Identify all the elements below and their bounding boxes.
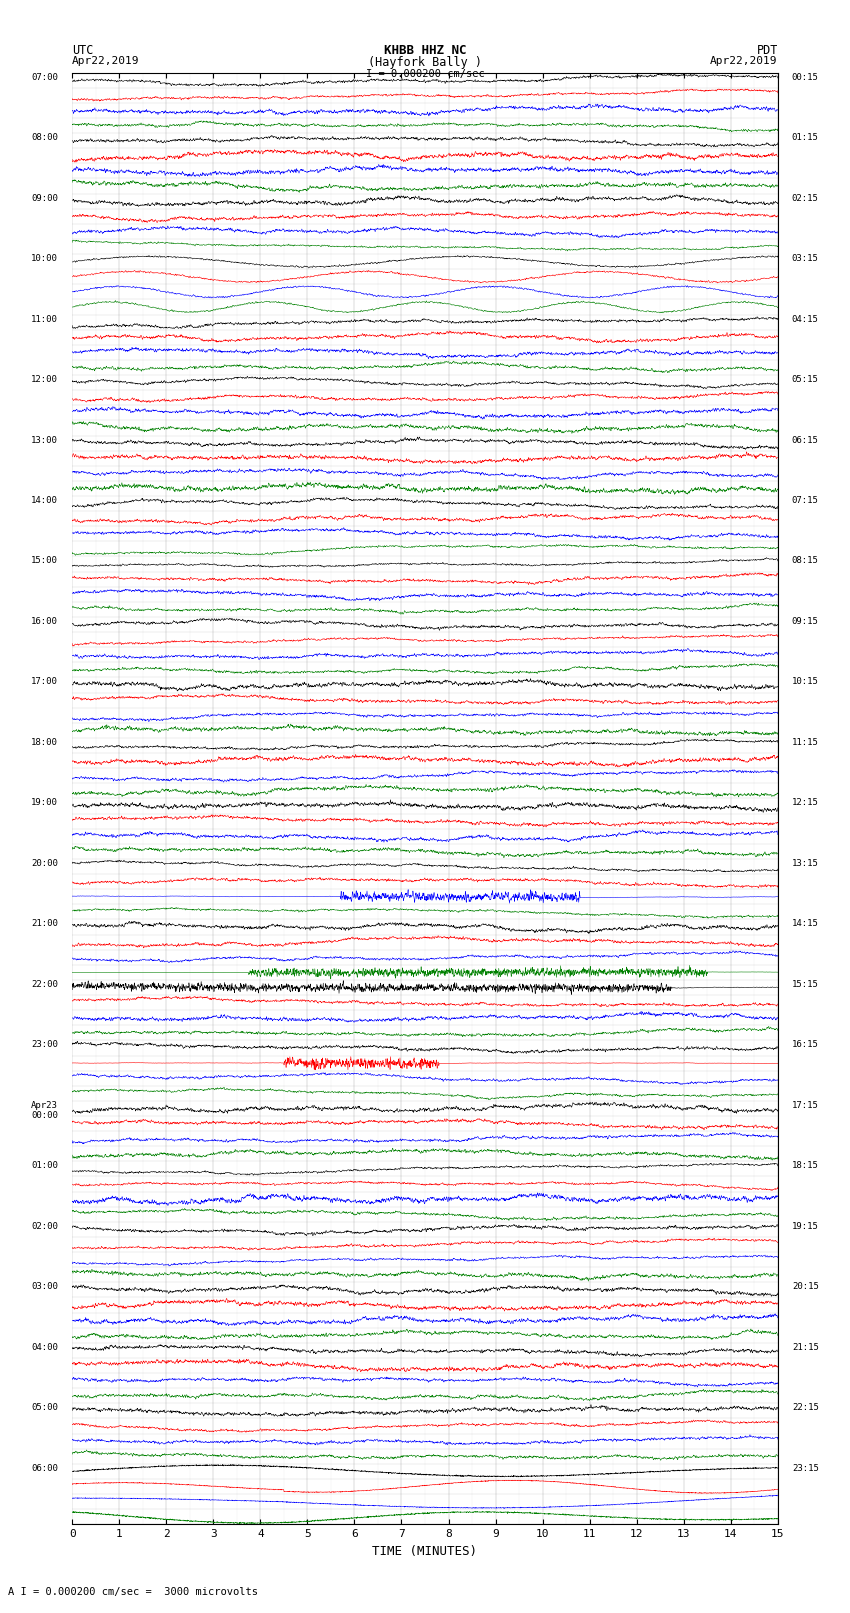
- Text: 03:15: 03:15: [792, 255, 819, 263]
- Text: 02:00: 02:00: [31, 1223, 58, 1231]
- Text: 17:15: 17:15: [792, 1102, 819, 1110]
- Text: 15:00: 15:00: [31, 556, 58, 566]
- Text: 16:15: 16:15: [792, 1040, 819, 1050]
- Text: 07:00: 07:00: [31, 73, 58, 82]
- Text: 00:15: 00:15: [792, 73, 819, 82]
- Text: 21:00: 21:00: [31, 919, 58, 929]
- Text: 23:00: 23:00: [31, 1040, 58, 1050]
- Text: 08:00: 08:00: [31, 134, 58, 142]
- Text: 06:15: 06:15: [792, 436, 819, 445]
- Text: 06:00: 06:00: [31, 1465, 58, 1473]
- Text: 01:00: 01:00: [31, 1161, 58, 1171]
- Text: 09:00: 09:00: [31, 194, 58, 203]
- Text: 10:15: 10:15: [792, 677, 819, 687]
- Text: 18:15: 18:15: [792, 1161, 819, 1171]
- Text: 20:15: 20:15: [792, 1282, 819, 1292]
- Text: 22:00: 22:00: [31, 981, 58, 989]
- Text: 10:00: 10:00: [31, 255, 58, 263]
- Text: KHBB HHZ NC: KHBB HHZ NC: [383, 44, 467, 56]
- Text: 17:00: 17:00: [31, 677, 58, 687]
- Text: 13:00: 13:00: [31, 436, 58, 445]
- Text: 12:15: 12:15: [792, 798, 819, 808]
- Text: 03:00: 03:00: [31, 1282, 58, 1292]
- Text: Apr22,2019: Apr22,2019: [711, 56, 778, 66]
- Text: 14:15: 14:15: [792, 919, 819, 929]
- Text: 18:00: 18:00: [31, 739, 58, 747]
- Text: 16:00: 16:00: [31, 618, 58, 626]
- Text: 22:15: 22:15: [792, 1403, 819, 1413]
- Text: 01:15: 01:15: [792, 134, 819, 142]
- Text: 02:15: 02:15: [792, 194, 819, 203]
- Text: 04:00: 04:00: [31, 1342, 58, 1352]
- Text: 09:15: 09:15: [792, 618, 819, 626]
- Text: 15:15: 15:15: [792, 981, 819, 989]
- Text: 19:15: 19:15: [792, 1223, 819, 1231]
- Text: I = 0.000200 cm/sec: I = 0.000200 cm/sec: [366, 69, 484, 79]
- Text: Apr23
00:00: Apr23 00:00: [31, 1102, 58, 1121]
- Text: 23:15: 23:15: [792, 1465, 819, 1473]
- Text: 08:15: 08:15: [792, 556, 819, 566]
- Text: 05:00: 05:00: [31, 1403, 58, 1413]
- Text: A I = 0.000200 cm/sec =  3000 microvolts: A I = 0.000200 cm/sec = 3000 microvolts: [8, 1587, 258, 1597]
- Text: 11:15: 11:15: [792, 739, 819, 747]
- X-axis label: TIME (MINUTES): TIME (MINUTES): [372, 1545, 478, 1558]
- Text: Apr22,2019: Apr22,2019: [72, 56, 139, 66]
- Text: 14:00: 14:00: [31, 497, 58, 505]
- Text: 20:00: 20:00: [31, 858, 58, 868]
- Text: 11:00: 11:00: [31, 315, 58, 324]
- Text: 21:15: 21:15: [792, 1342, 819, 1352]
- Text: 05:15: 05:15: [792, 376, 819, 384]
- Text: 04:15: 04:15: [792, 315, 819, 324]
- Text: (Hayfork Bally ): (Hayfork Bally ): [368, 56, 482, 69]
- Text: PDT: PDT: [756, 44, 778, 56]
- Text: 13:15: 13:15: [792, 858, 819, 868]
- Text: 19:00: 19:00: [31, 798, 58, 808]
- Text: 07:15: 07:15: [792, 497, 819, 505]
- Text: 12:00: 12:00: [31, 376, 58, 384]
- Text: UTC: UTC: [72, 44, 94, 56]
